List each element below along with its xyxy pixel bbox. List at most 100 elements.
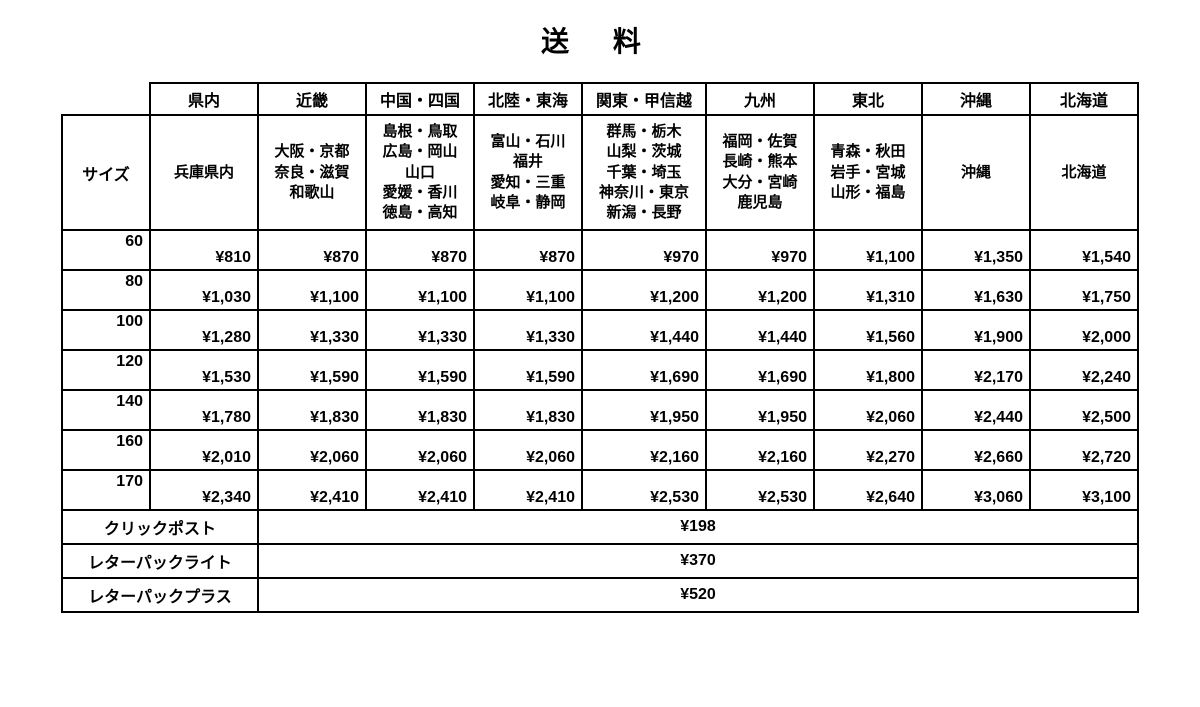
- flat-label: レターパックライト: [62, 544, 258, 578]
- price-cell: ¥1,750: [1030, 270, 1138, 310]
- size-label: 60: [62, 230, 150, 270]
- price-cell: ¥1,830: [366, 390, 474, 430]
- flat-label: レターパックプラス: [62, 578, 258, 612]
- table-row: 80 ¥1,030 ¥1,100 ¥1,100 ¥1,100 ¥1,200 ¥1…: [62, 270, 1138, 310]
- price-cell: ¥2,410: [474, 470, 582, 510]
- price-cell: ¥1,900: [922, 310, 1030, 350]
- price-cell: ¥1,690: [582, 350, 706, 390]
- price-cell: ¥970: [582, 230, 706, 270]
- price-cell: ¥870: [474, 230, 582, 270]
- region-sub: 福岡・佐賀長崎・熊本大分・宮崎鹿児島: [706, 115, 814, 230]
- region-sub: 青森・秋田岩手・宮城山形・福島: [814, 115, 922, 230]
- header-row-regions: 県内 近畿 中国・四国 北陸・東海 関東・甲信越 九州 東北 沖縄 北海道: [62, 83, 1138, 115]
- blank-corner: [62, 83, 150, 115]
- price-cell: ¥2,060: [814, 390, 922, 430]
- price-cell: ¥1,200: [582, 270, 706, 310]
- size-label: 120: [62, 350, 150, 390]
- price-cell: ¥3,060: [922, 470, 1030, 510]
- size-label: 170: [62, 470, 150, 510]
- region-header: 近畿: [258, 83, 366, 115]
- region-header: 北海道: [1030, 83, 1138, 115]
- price-cell: ¥2,000: [1030, 310, 1138, 350]
- price-cell: ¥1,030: [150, 270, 258, 310]
- size-label: 160: [62, 430, 150, 470]
- size-label: 100: [62, 310, 150, 350]
- price-cell: ¥2,060: [258, 430, 366, 470]
- price-cell: ¥1,590: [366, 350, 474, 390]
- table-row: 170 ¥2,340 ¥2,410 ¥2,410 ¥2,410 ¥2,530 ¥…: [62, 470, 1138, 510]
- price-cell: ¥2,060: [474, 430, 582, 470]
- price-cell: ¥3,100: [1030, 470, 1138, 510]
- price-cell: ¥1,630: [922, 270, 1030, 310]
- header-row-prefectures: サイズ 兵庫県内 大阪・京都奈良・滋賀和歌山 島根・鳥取広島・岡山山口愛媛・香川…: [62, 115, 1138, 230]
- region-sub: 大阪・京都奈良・滋賀和歌山: [258, 115, 366, 230]
- price-cell: ¥1,330: [258, 310, 366, 350]
- flat-row: レターパックプラス ¥520: [62, 578, 1138, 612]
- price-cell: ¥2,060: [366, 430, 474, 470]
- price-cell: ¥1,690: [706, 350, 814, 390]
- price-cell: ¥2,340: [150, 470, 258, 510]
- table-row: 140 ¥1,780 ¥1,830 ¥1,830 ¥1,830 ¥1,950 ¥…: [62, 390, 1138, 430]
- price-cell: ¥1,440: [706, 310, 814, 350]
- price-cell: ¥2,660: [922, 430, 1030, 470]
- price-cell: ¥1,800: [814, 350, 922, 390]
- flat-price: ¥198: [258, 510, 1138, 544]
- price-cell: ¥1,950: [582, 390, 706, 430]
- price-cell: ¥1,830: [474, 390, 582, 430]
- region-header: 関東・甲信越: [582, 83, 706, 115]
- price-cell: ¥970: [706, 230, 814, 270]
- size-label: 140: [62, 390, 150, 430]
- table-row: 120 ¥1,530 ¥1,590 ¥1,590 ¥1,590 ¥1,690 ¥…: [62, 350, 1138, 390]
- price-cell: ¥1,350: [922, 230, 1030, 270]
- price-cell: ¥2,720: [1030, 430, 1138, 470]
- price-cell: ¥1,540: [1030, 230, 1138, 270]
- flat-row: クリックポスト ¥198: [62, 510, 1138, 544]
- region-sub: 兵庫県内: [150, 115, 258, 230]
- price-cell: ¥1,280: [150, 310, 258, 350]
- region-sub: 沖縄: [922, 115, 1030, 230]
- price-cell: ¥2,270: [814, 430, 922, 470]
- price-cell: ¥1,200: [706, 270, 814, 310]
- price-cell: ¥2,010: [150, 430, 258, 470]
- price-cell: ¥1,830: [258, 390, 366, 430]
- price-cell: ¥1,100: [474, 270, 582, 310]
- price-cell: ¥870: [366, 230, 474, 270]
- price-cell: ¥810: [150, 230, 258, 270]
- price-cell: ¥1,590: [258, 350, 366, 390]
- size-header: サイズ: [62, 115, 150, 230]
- price-cell: ¥1,100: [258, 270, 366, 310]
- price-cell: ¥2,160: [706, 430, 814, 470]
- flat-price: ¥520: [258, 578, 1138, 612]
- table-row: 160 ¥2,010 ¥2,060 ¥2,060 ¥2,060 ¥2,160 ¥…: [62, 430, 1138, 470]
- region-header: 東北: [814, 83, 922, 115]
- price-cell: ¥2,170: [922, 350, 1030, 390]
- table-row: 100 ¥1,280 ¥1,330 ¥1,330 ¥1,330 ¥1,440 ¥…: [62, 310, 1138, 350]
- region-sub: 富山・石川福井愛知・三重岐阜・静岡: [474, 115, 582, 230]
- region-header: 九州: [706, 83, 814, 115]
- price-cell: ¥1,100: [814, 230, 922, 270]
- price-cell: ¥1,590: [474, 350, 582, 390]
- price-cell: ¥2,240: [1030, 350, 1138, 390]
- price-cell: ¥1,440: [582, 310, 706, 350]
- price-cell: ¥2,410: [366, 470, 474, 510]
- region-header: 北陸・東海: [474, 83, 582, 115]
- price-cell: ¥870: [258, 230, 366, 270]
- flat-price: ¥370: [258, 544, 1138, 578]
- size-label: 80: [62, 270, 150, 310]
- region-header: 県内: [150, 83, 258, 115]
- price-cell: ¥1,560: [814, 310, 922, 350]
- price-cell: ¥1,950: [706, 390, 814, 430]
- price-cell: ¥1,310: [814, 270, 922, 310]
- price-cell: ¥2,530: [706, 470, 814, 510]
- region-sub: 群馬・栃木山梨・茨城千葉・埼玉神奈川・東京新潟・長野: [582, 115, 706, 230]
- table-row: 60 ¥810 ¥870 ¥870 ¥870 ¥970 ¥970 ¥1,100 …: [62, 230, 1138, 270]
- shipping-table: 県内 近畿 中国・四国 北陸・東海 関東・甲信越 九州 東北 沖縄 北海道 サイ…: [61, 82, 1139, 613]
- price-cell: ¥2,500: [1030, 390, 1138, 430]
- region-header: 中国・四国: [366, 83, 474, 115]
- price-cell: ¥1,100: [366, 270, 474, 310]
- price-cell: ¥2,530: [582, 470, 706, 510]
- price-cell: ¥2,440: [922, 390, 1030, 430]
- flat-row: レターパックライト ¥370: [62, 544, 1138, 578]
- region-sub: 島根・鳥取広島・岡山山口愛媛・香川徳島・高知: [366, 115, 474, 230]
- flat-label: クリックポスト: [62, 510, 258, 544]
